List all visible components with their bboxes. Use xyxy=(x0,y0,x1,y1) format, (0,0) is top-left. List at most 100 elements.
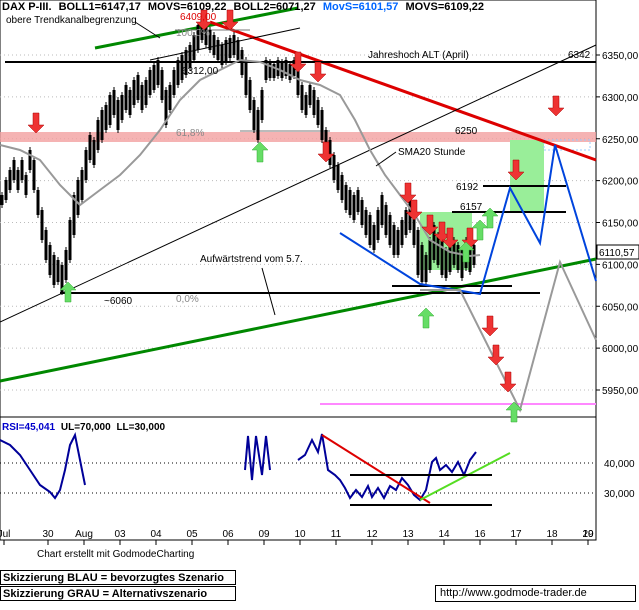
candle-body xyxy=(24,175,28,195)
candle-body xyxy=(256,110,260,140)
upper-channel-pointer xyxy=(134,21,161,39)
candle-body xyxy=(96,120,100,150)
label-fib0: 0,0% xyxy=(176,294,199,305)
resistance-band-6250 xyxy=(0,132,596,142)
x-tick-label: 06 xyxy=(222,529,234,540)
candle-body xyxy=(352,195,356,220)
candle-body xyxy=(172,70,176,95)
candle-body xyxy=(52,255,56,285)
candle-body xyxy=(120,95,124,120)
candle-body xyxy=(308,85,312,105)
x-tick-label: 09 xyxy=(258,529,270,540)
candle-body xyxy=(368,215,372,245)
candle-body xyxy=(100,110,104,140)
candle-body xyxy=(112,90,116,115)
current-price-value: 6110,57 xyxy=(599,248,635,259)
candle-body xyxy=(356,190,360,212)
arrow-down-icon xyxy=(433,221,451,243)
x-tick-label: 10 xyxy=(294,529,306,540)
arrow-down-icon xyxy=(27,112,45,134)
x-tick-label: 03 xyxy=(114,529,126,540)
candle-body xyxy=(328,140,332,165)
candle-body xyxy=(140,85,144,110)
candle-body xyxy=(320,110,324,140)
header-boll1: BOLL1=6147,17 xyxy=(59,1,141,13)
y-tick-label: 6100,00 xyxy=(602,260,639,271)
y-tick-label: 6300,00 xyxy=(602,93,639,104)
x-tick-label: 05 xyxy=(186,529,198,540)
candle-body xyxy=(56,260,60,282)
sma20-pointer xyxy=(375,151,397,167)
candle-body xyxy=(424,255,428,282)
candle-body xyxy=(212,35,216,55)
candle-body xyxy=(272,64,276,78)
label-fib618: 61,8% xyxy=(176,128,204,139)
candle-body xyxy=(8,170,12,190)
candle-body xyxy=(64,250,68,280)
candle-body xyxy=(108,95,112,125)
candle-body xyxy=(204,25,208,45)
arrow-down-icon xyxy=(547,95,565,117)
candle-body xyxy=(336,165,340,190)
header-boll2: BOLL2=6071,27 xyxy=(234,1,316,13)
candle-body xyxy=(28,150,32,170)
candle-body xyxy=(268,62,272,78)
candle-body xyxy=(176,60,180,85)
header-symbol: DAX P-III. xyxy=(2,1,52,13)
current-price-tag xyxy=(596,244,639,260)
candle-body xyxy=(68,220,72,260)
candle-body xyxy=(276,60,280,76)
candle-body xyxy=(240,50,244,75)
candle-body xyxy=(448,245,452,272)
candle-body xyxy=(156,60,160,85)
y-axis-main: 6350,00 6300,00 6250,00 6200,00 6150,00 6100,… xyxy=(596,51,639,397)
candle-body xyxy=(232,35,236,55)
x-tick-label: Jul xyxy=(0,529,10,540)
rsi-green-trendline xyxy=(419,452,511,501)
candle-body xyxy=(436,235,440,265)
x-tick-label: 18 xyxy=(546,529,558,540)
rsi-header: RSI=45,041 UL=70,000 LL=30,000 xyxy=(2,422,166,433)
uptrend-line xyxy=(0,257,597,383)
candle-body xyxy=(168,85,172,110)
candle-body xyxy=(304,95,308,115)
candle-body xyxy=(92,140,96,165)
candle-body xyxy=(72,195,76,235)
candle-body xyxy=(16,170,20,190)
candle-body xyxy=(32,160,36,190)
candle-body xyxy=(296,70,300,95)
candle-body xyxy=(396,230,400,255)
candle-body xyxy=(400,220,404,245)
candle-body xyxy=(244,60,248,95)
candle-body xyxy=(76,180,80,215)
candle-body xyxy=(180,55,184,80)
arrow-up-icon xyxy=(251,141,269,163)
rsi-tick-label: 40,000 xyxy=(604,459,635,470)
legend-gray-scenario: Skizzierung GRAU = Alternativszenario xyxy=(0,586,236,601)
candle-body xyxy=(332,155,336,180)
candle-body xyxy=(260,90,264,120)
candle-body xyxy=(200,20,204,40)
candle-body xyxy=(412,215,416,245)
candle-body xyxy=(372,225,376,250)
price-candles xyxy=(0,17,476,295)
candle-body xyxy=(4,180,8,200)
x-tick-label: Aug xyxy=(75,529,93,540)
candle-body xyxy=(228,38,232,58)
candle-body xyxy=(348,190,352,215)
source-url[interactable]: http://www.godmode-trader.de xyxy=(435,585,636,602)
candle-body xyxy=(252,100,256,130)
header-movs-blue: MovS=6101,57 xyxy=(323,1,399,13)
x-tick-label: 13 xyxy=(402,529,414,540)
candle-body xyxy=(404,210,408,235)
candle-body xyxy=(20,160,24,180)
arrow-up-icon xyxy=(481,207,499,229)
sma20-line xyxy=(0,58,481,258)
arrow-up-icon xyxy=(59,281,77,303)
x-tick-label: 12 xyxy=(366,529,378,540)
candle-body xyxy=(440,240,444,275)
candle-body xyxy=(300,85,304,110)
candle-body xyxy=(36,190,40,215)
